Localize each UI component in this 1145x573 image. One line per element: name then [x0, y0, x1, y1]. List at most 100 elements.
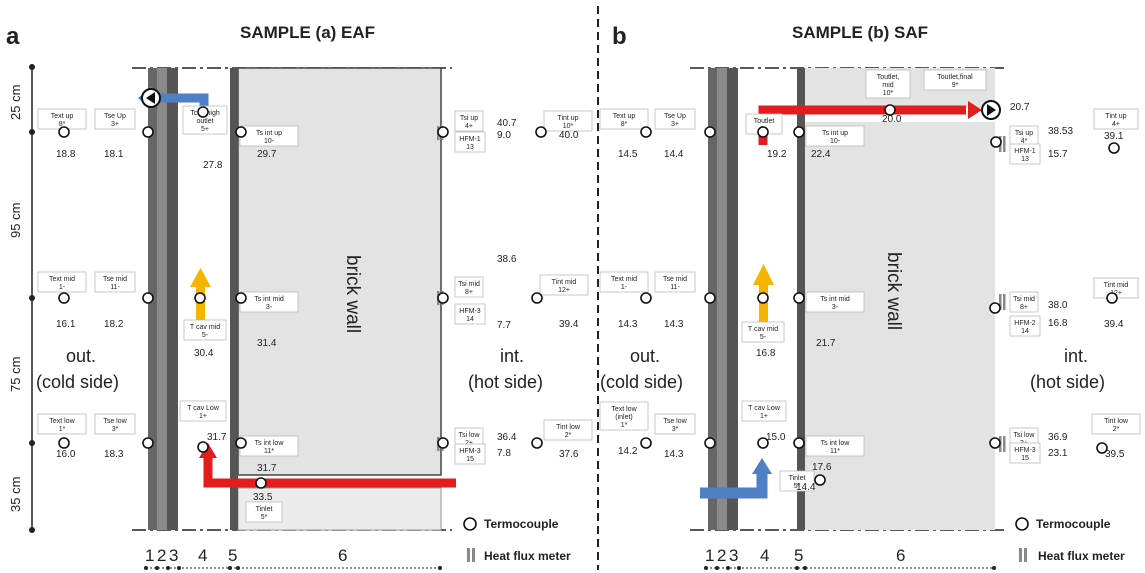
panel-a-thermocouple-icon [437, 126, 449, 138]
panel-b-sensor-label: Tsi low [1013, 432, 1035, 439]
panel-b-layer-num-4: 4 [760, 546, 769, 565]
panel-a-sensor-label-box [37, 271, 87, 293]
panel-a-layer-num-5: 5 [228, 546, 237, 565]
panel-b-thermocouple-icon [640, 292, 652, 304]
panel-b-thermocouple-icon [757, 437, 769, 449]
panel-b-sensor-label: T cav Low [748, 405, 781, 412]
panel-a-sensor-label: Tint low [556, 424, 581, 431]
panel-b-sensor-label-box [741, 400, 787, 422]
panel-b-sensor-value: 14.3 [664, 319, 684, 330]
panel-b-layer-num-3: 3 [729, 546, 738, 565]
panel-b-sensor-label: Text up [613, 113, 636, 120]
panel-b-sensor-label-box [1009, 442, 1041, 464]
panel-a-sensor-label: Tsi mid [458, 281, 480, 288]
panel-a-sensor-label-box [454, 110, 484, 132]
panel-a-sensor-label-box [454, 131, 486, 153]
panel-a-sensor-label: Tse low [103, 418, 127, 425]
panel-b-sensor-label-box [1009, 291, 1039, 313]
panel-b-sensor-label: 10* [883, 90, 894, 97]
height-label-1: 25 cm [8, 85, 23, 120]
panel-b-sensor-label: 1* [621, 422, 628, 429]
panel-b-sensor-label: 3* [672, 426, 679, 433]
panel-b-brick-wall [805, 122, 995, 530]
panel-b-sensor-label: Tsi mid [1013, 296, 1035, 303]
panel-b-sensor-0: Text up8* 14.5 [599, 108, 652, 160]
panel-a-sensor-label: 10* [563, 123, 574, 130]
panel-b-sensor-label: Toutlet,final [937, 74, 973, 81]
panel-b-sensor-label-box [741, 321, 785, 343]
panel-a-wall-label: brick wall [342, 255, 363, 333]
panel-b-thermocouple-icon [793, 437, 805, 449]
panel-b-sensor-label: HFM-1 [1014, 148, 1035, 155]
panel-a-thermocouple-icon [437, 437, 449, 449]
panel-a-out-sub: (cold side) [36, 372, 119, 392]
panel-a-thermocouple-icon [58, 437, 70, 449]
panel-b-sensor-value: 17.6 [812, 462, 832, 473]
panel-a-sensor-label: 8* [59, 121, 66, 128]
panel-b-legend-thermocouple: Termocouple [1036, 517, 1111, 531]
height-scale: 25 cm 95 cm 75 cm 35 cm [8, 64, 35, 533]
panel-a-sensor-label: 5+ [201, 126, 209, 133]
panel-b-sensor-label: 8* [621, 121, 628, 128]
panel-b-layer-num-5: 5 [794, 546, 803, 565]
panel-b-int-sub: (hot side) [1030, 372, 1105, 392]
panel-a-sensor-value: 31.7 [257, 463, 277, 474]
panel-a-sensor-1: Tse Up3+ 18.1 [94, 108, 154, 160]
panel-a-sensor-value: 16.0 [56, 449, 76, 460]
panel-b-sensor-2: Toutlet6+19.2 [745, 113, 787, 160]
panel-b-sensor-value: 15.0 [766, 432, 786, 443]
panel-b-sensor-22: HFM-315 23.1 [1009, 442, 1068, 464]
panel-b-sensor-label-box [1009, 315, 1041, 337]
panel-a-sensor-label: Tinlet [256, 506, 273, 513]
panel-b-sensor-label: 13 [1021, 156, 1029, 163]
panel-b-sensor-label-box [654, 271, 696, 293]
panel-b-letter: b [612, 23, 627, 50]
panel-a-thermocouple-icon [58, 126, 70, 138]
panel-b-sensor-label: 12+ [1110, 290, 1122, 297]
panel-b-sensor-label: HFM-3 [1014, 447, 1035, 454]
panel-b-sensor-label: Tsi up [1015, 130, 1033, 137]
height-label-2: 95 cm [8, 203, 23, 238]
panel-a-sensor-label: HFM-3 [459, 308, 480, 315]
panel-a-sensor-value: 16.1 [56, 319, 76, 330]
panel-a-letter: a [6, 23, 20, 50]
panel-a-thermocouple-icon [142, 437, 154, 449]
panel-b-thermocouple-icon [704, 437, 716, 449]
panel-a-sensor-label-box [94, 413, 136, 435]
panel-a-sensor-label: Ts int low [255, 440, 285, 447]
panel-b-sensor-label: (inlet) [615, 414, 633, 421]
panel-b-sensor-label: Tse Up [664, 113, 686, 120]
panel-a-sensor-label: HFM-1 [459, 136, 480, 143]
panel-b-sensor-value: 19.2 [767, 149, 787, 160]
panel-b-thermocouple-icon [884, 104, 896, 116]
panel-b-sensor-label-box [923, 69, 987, 91]
panel-b-sensor-label: T cav mid [748, 326, 778, 333]
panel-b-sensor-label: Ts int up [822, 130, 848, 137]
panel-a-sensor-value: 18.8 [56, 149, 76, 160]
panel-a-thermocouple-icon [142, 292, 154, 304]
panel-a-legend-hfm: Heat flux meter [484, 549, 571, 563]
panel-b-sensor-label: 2* [1113, 426, 1120, 433]
panel-a-sensor-label: Tint mid [552, 279, 577, 286]
panel-a-thermocouple-icon [197, 106, 209, 118]
panel-b-sensor-label: Tinlet [789, 475, 806, 482]
panel-a-int-label: int. [500, 346, 524, 366]
panel-b-thermocouple-icon [793, 292, 805, 304]
panel-b-sensor-label: HFM-2 [1014, 320, 1035, 327]
panel-b-thermocouple-icon [814, 474, 826, 486]
panel-b-legend-hfm: Heat flux meter [1038, 549, 1125, 563]
panel-a-sensor-label: 13 [466, 144, 474, 151]
panel-b-layer-3 [727, 68, 738, 530]
panel-b-sensor-label: Tint low [1104, 418, 1129, 425]
panel-a-sensor-label-box [454, 276, 484, 298]
